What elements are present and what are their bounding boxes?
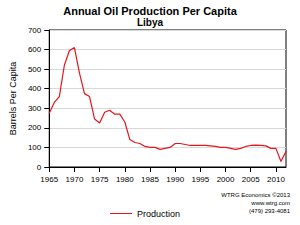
svg-text:0: 0 xyxy=(37,163,42,172)
svg-text:600: 600 xyxy=(28,45,42,54)
svg-text:1980: 1980 xyxy=(116,175,134,184)
svg-text:1995: 1995 xyxy=(191,175,209,184)
svg-text:Libya: Libya xyxy=(137,17,164,28)
svg-text:1985: 1985 xyxy=(141,175,159,184)
svg-text:www.wtrg.com: www.wtrg.com xyxy=(250,200,290,206)
svg-text:2005: 2005 xyxy=(242,175,260,184)
svg-text:400: 400 xyxy=(28,84,42,93)
svg-text:500: 500 xyxy=(28,65,42,74)
svg-text:1975: 1975 xyxy=(91,175,109,184)
svg-text:1965: 1965 xyxy=(40,175,58,184)
svg-text:2010: 2010 xyxy=(267,175,285,184)
svg-text:WTRG Economics ©2013: WTRG Economics ©2013 xyxy=(221,192,290,198)
svg-text:100: 100 xyxy=(28,143,42,152)
svg-text:1970: 1970 xyxy=(66,175,84,184)
svg-text:2000: 2000 xyxy=(217,175,235,184)
svg-text:300: 300 xyxy=(28,104,42,113)
svg-text:Annual Oil Production Per Capi: Annual Oil Production Per Capita xyxy=(63,5,237,17)
svg-text:1990: 1990 xyxy=(166,175,184,184)
svg-text:200: 200 xyxy=(28,123,42,132)
svg-text:Barrels Per Capita: Barrels Per Capita xyxy=(8,62,18,136)
svg-text:Production: Production xyxy=(137,209,180,219)
svg-text:700: 700 xyxy=(28,26,42,35)
svg-text:(479) 293-4081: (479) 293-4081 xyxy=(249,208,291,214)
